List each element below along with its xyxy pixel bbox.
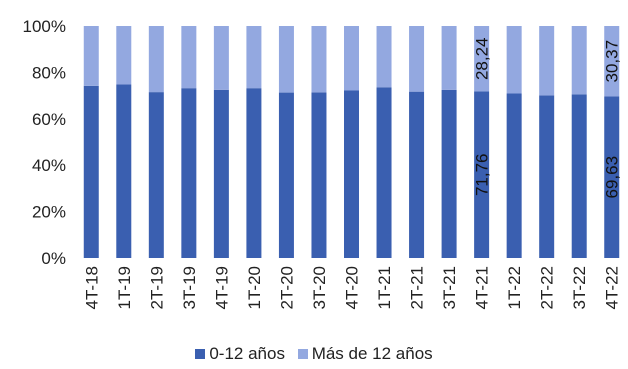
legend-item-mas-12: Más de 12 años xyxy=(297,344,433,364)
legend: 0-12 años Más de 12 años xyxy=(0,344,628,364)
y-tick-label: 60% xyxy=(32,110,66,129)
bar-segment-0-12-2T-22 xyxy=(539,95,555,259)
x-axis-ticks: 4T-18 1T-19 2T-19 3T-19 4T-19 1T-20 2T-20 3T-20… xyxy=(82,266,621,309)
legend-swatch-0-12 xyxy=(195,349,206,359)
x-tick-label: 1T-21 xyxy=(375,266,394,309)
x-tick-label: 4T-18 xyxy=(82,266,101,309)
x-tick-label: 4T-20 xyxy=(343,266,362,309)
x-tick-label: 2T-19 xyxy=(147,266,166,309)
bar-segment-0-12-3T-20 xyxy=(311,92,327,258)
bars xyxy=(83,26,620,259)
bar-segment-0-12-3T-19 xyxy=(181,88,197,259)
legend-item-0-12: 0-12 años xyxy=(195,344,285,364)
bar-segment-0-12-1T-20 xyxy=(246,88,262,259)
legend-label-mas-12: Más de 12 años xyxy=(311,344,433,363)
data-label: 69,63 xyxy=(603,156,622,199)
bar-segment-mas-12-3T-19 xyxy=(181,26,197,89)
y-tick-label: 0% xyxy=(41,249,66,268)
bar-segment-mas-12-3T-21 xyxy=(441,26,457,90)
bar-segment-mas-12-3T-22 xyxy=(571,26,587,95)
bar-segment-0-12-4T-21 xyxy=(474,91,490,259)
x-tick-label: 1T-22 xyxy=(505,266,524,309)
bar-segment-0-12-3T-22 xyxy=(571,94,587,258)
legend-swatch-mas-12 xyxy=(297,349,308,359)
bar-segment-mas-12-2T-19 xyxy=(148,26,164,93)
y-tick-label: 40% xyxy=(32,156,66,175)
bar-segment-mas-12-1T-22 xyxy=(506,26,522,94)
bar-segment-mas-12-2T-21 xyxy=(409,26,425,92)
bar-segment-mas-12-4T-20 xyxy=(344,26,359,91)
y-tick-label: 80% xyxy=(32,63,66,82)
bar-segment-mas-12-4T-21 xyxy=(474,26,490,92)
bar-segment-0-12-1T-19 xyxy=(116,84,132,259)
bar-segment-0-12-2T-21 xyxy=(409,91,425,258)
bar-segment-0-12-4T-20 xyxy=(344,90,359,258)
bar-segment-mas-12-3T-20 xyxy=(311,26,327,93)
data-label: 30,37 xyxy=(603,40,622,83)
bar-segment-0-12-2T-19 xyxy=(148,92,164,259)
x-tick-label: 3T-19 xyxy=(180,266,199,309)
x-tick-label: 4T-21 xyxy=(473,266,492,309)
bar-segment-mas-12-1T-21 xyxy=(376,26,392,88)
data-label: 28,24 xyxy=(473,37,492,80)
y-axis-ticks: 0% 20% 40% 60% 80% 100% xyxy=(23,17,66,268)
x-tick-label: 1T-20 xyxy=(245,266,264,309)
x-tick-label: 3T-20 xyxy=(310,266,329,309)
x-tick-label: 2T-20 xyxy=(277,266,296,309)
x-tick-label: 3T-22 xyxy=(570,266,589,309)
bar-segment-0-12-3T-21 xyxy=(441,89,457,258)
bar-segment-mas-12-1T-19 xyxy=(116,26,132,85)
bar-segment-mas-12-2T-22 xyxy=(539,26,555,96)
data-labels: 71,76 28,24 69,63 30,37 xyxy=(473,37,622,198)
data-label: 71,76 xyxy=(473,153,492,196)
bar-segment-0-12-4T-18 xyxy=(83,85,99,258)
bar-segment-0-12-4T-19 xyxy=(213,89,229,258)
legend-label-0-12: 0-12 años xyxy=(209,344,285,363)
bar-segment-mas-12-4T-22 xyxy=(604,26,620,97)
bar-segment-mas-12-1T-20 xyxy=(246,26,262,89)
bar-segment-0-12-4T-22 xyxy=(604,96,620,259)
bar-segment-0-12-1T-22 xyxy=(506,93,522,258)
bar-segment-mas-12-4T-19 xyxy=(213,26,229,90)
x-tick-label: 2T-22 xyxy=(538,266,557,309)
y-tick-label: 20% xyxy=(32,203,66,222)
bar-segment-mas-12-2T-20 xyxy=(278,26,294,93)
x-tick-label: 1T-19 xyxy=(115,266,134,309)
bar-segment-0-12-1T-21 xyxy=(376,87,392,258)
x-tick-label: 4T-22 xyxy=(603,266,622,309)
x-tick-label: 3T-21 xyxy=(440,266,459,309)
y-tick-label: 100% xyxy=(23,17,66,36)
x-tick-label: 2T-21 xyxy=(408,266,427,309)
bar-segment-mas-12-4T-18 xyxy=(83,26,99,86)
bar-segment-0-12-2T-20 xyxy=(278,92,294,258)
x-tick-label: 4T-19 xyxy=(212,266,231,309)
